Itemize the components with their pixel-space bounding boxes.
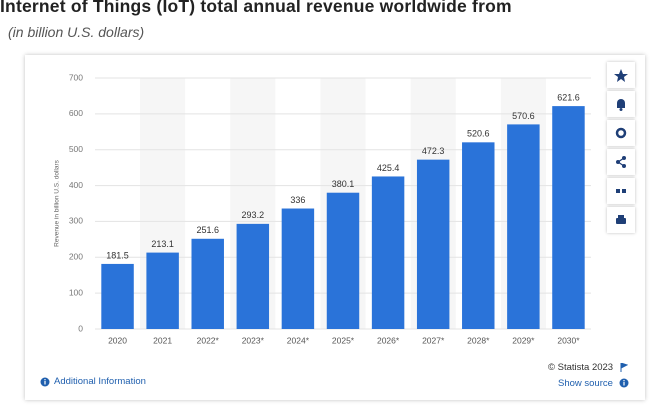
additional-info-link[interactable]: Additional Information	[54, 376, 146, 387]
bar	[552, 106, 585, 329]
bar	[326, 192, 360, 329]
y-tick-label: 400	[69, 180, 83, 190]
y-tick-label: 0	[78, 323, 83, 333]
x-tick-label: 2026*	[377, 335, 400, 345]
x-tick-label: 2024*	[287, 335, 310, 345]
value-label: 621.6	[557, 92, 580, 102]
y-tick-label: 700	[69, 72, 83, 82]
y-tick-label: 500	[69, 144, 83, 154]
bar	[371, 176, 405, 329]
copyright: © Statista 2023	[548, 362, 614, 373]
value-label: 251.6	[196, 225, 219, 235]
notify-button[interactable]	[607, 91, 635, 117]
bar	[281, 208, 315, 329]
value-label: 425.4	[377, 163, 400, 173]
value-label: 213.1	[151, 239, 174, 249]
settings-button[interactable]	[607, 120, 635, 146]
x-tick-label: 2023*	[242, 335, 265, 345]
value-label: 336	[290, 195, 305, 205]
x-tick-label: 2025*	[332, 335, 355, 345]
value-label: 293.2	[242, 210, 265, 220]
x-tick-label: 2021	[153, 335, 172, 345]
source-info-icon	[619, 378, 629, 388]
y-tick-label: 600	[69, 108, 83, 118]
info-icon	[40, 377, 50, 387]
y-axis-label: Revenue in billion U.S. dollars	[54, 159, 61, 246]
bar	[507, 124, 540, 329]
chart-title: Internet of Things (IoT) total annual re…	[0, 0, 512, 16]
bar	[462, 142, 495, 329]
bar	[146, 252, 179, 329]
x-tick-label: 2029*	[512, 335, 535, 345]
x-tick-label: 2030*	[557, 335, 580, 345]
x-tick-label: 2022*	[197, 335, 220, 345]
bar	[191, 238, 224, 329]
bar	[416, 159, 450, 329]
show-source-link[interactable]: Show source	[558, 378, 613, 389]
y-tick-label: 200	[69, 252, 83, 262]
x-tick-label: 2020	[108, 335, 127, 345]
value-label: 472.3	[422, 146, 445, 156]
value-label: 570.6	[512, 111, 535, 121]
value-label: 181.5	[106, 250, 129, 260]
bar	[101, 263, 134, 329]
x-tick-label: 2027*	[422, 335, 445, 345]
chart: 0 100 200 300 400 500 600 700 Revenue in billion…	[54, 72, 591, 345]
share-button[interactable]	[607, 149, 635, 175]
value-label: 380.1	[332, 179, 355, 189]
y-tick-label: 100	[69, 287, 83, 297]
chart-card: 0 100 200 300 400 500 600 700 Revenue in billion…	[25, 55, 645, 400]
favorite-button[interactable]	[607, 62, 635, 88]
cite-button[interactable]	[607, 178, 635, 204]
y-tick-label: 300	[69, 216, 83, 226]
value-label: 520.6	[467, 129, 490, 139]
chart-subtitle: (in billion U.S. dollars)	[8, 24, 145, 40]
x-tick-label: 2028*	[467, 335, 490, 345]
bar	[236, 223, 270, 329]
print-button[interactable]	[607, 207, 635, 233]
flag-icon	[620, 363, 628, 372]
